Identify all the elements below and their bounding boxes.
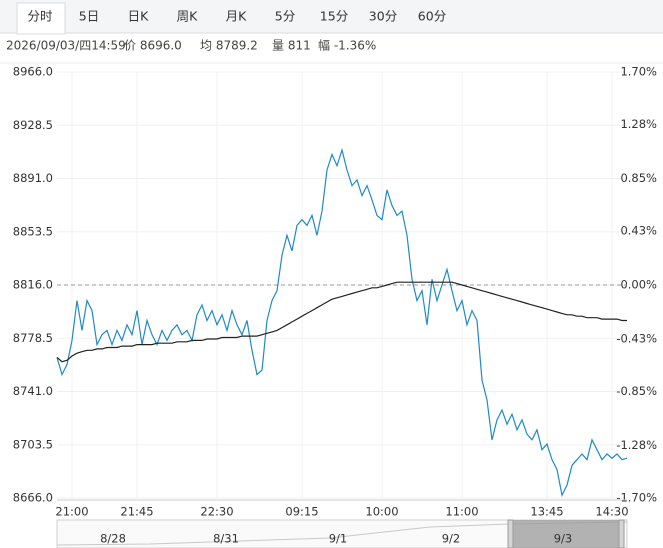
x-tick-label: 13:45: [530, 505, 563, 519]
y-tick-label: 8928.5: [13, 118, 53, 132]
y2-tick-label: 0.00%: [620, 278, 657, 292]
active-tab-bg: [16, 2, 66, 35]
y2-tick-label: 0.43%: [620, 224, 657, 238]
tab[interactable]: 30分: [369, 9, 397, 24]
info-item: 2026/09/03/四14:59: [6, 39, 126, 53]
y-tick-label: 8891.0: [13, 171, 53, 185]
navigator-handle[interactable]: [507, 519, 514, 548]
info-item: 幅 -1.36%: [318, 38, 376, 53]
tab[interactable]: 日K: [128, 9, 150, 24]
tab[interactable]: 分时: [27, 9, 53, 24]
series-line: [56, 281, 627, 363]
tab-bar: [0, 0, 663, 33]
info-item: 均 8789.2: [200, 39, 258, 53]
y2-tick-label: 1.70%: [620, 65, 657, 79]
y2-tick-label: -0.43%: [616, 331, 657, 345]
tab[interactable]: 60分: [418, 9, 446, 24]
x-tick-label: 22:30: [200, 505, 233, 519]
navigator-selection[interactable]: [512, 520, 620, 548]
series-line: [56, 147, 628, 498]
navigator-date: 9/1: [329, 532, 348, 546]
y-tick-label: 8778.5: [13, 331, 53, 345]
y2-tick-label: -0.85%: [616, 384, 657, 398]
y-tick-label: 8741.0: [13, 384, 53, 398]
y-tick-label: 8853.5: [13, 224, 53, 238]
x-tick-label: 21:45: [120, 505, 153, 519]
y2-tick-label: -1.28%: [616, 438, 657, 452]
x-tick-label: 09:15: [285, 505, 318, 519]
y-tick-label: 8703.5: [13, 437, 53, 451]
y2-tick-label: 1.28%: [620, 117, 657, 131]
tab[interactable]: 5分: [275, 9, 295, 24]
x-tick-label: 14:30: [595, 505, 628, 519]
tab[interactable]: 5日: [79, 9, 99, 24]
navigator-date: 8/28: [100, 532, 126, 546]
info-item: 量 811: [272, 39, 311, 53]
x-tick-label: 11:00: [445, 505, 478, 519]
navigator-date: 9/2: [442, 532, 461, 546]
x-tick-label: 10:00: [365, 505, 398, 519]
y-tick-label: 8816.0: [13, 278, 53, 292]
info-item: 价 8696.0: [124, 39, 182, 53]
y-tick-label: 8966.0: [13, 65, 53, 79]
tab[interactable]: 月K: [226, 9, 248, 24]
tab[interactable]: 15分: [320, 9, 348, 24]
navigator-date: 9/3: [554, 532, 573, 546]
y2-tick-label: -1.70%: [616, 491, 657, 505]
y2-tick-label: 0.85%: [620, 171, 657, 185]
y-tick-label: 8666.0: [13, 491, 53, 505]
x-tick-label: 21:00: [55, 505, 88, 519]
navigator-date: 8/31: [213, 532, 239, 546]
tab[interactable]: 周K: [177, 9, 199, 24]
navigator-handle[interactable]: [618, 519, 625, 548]
